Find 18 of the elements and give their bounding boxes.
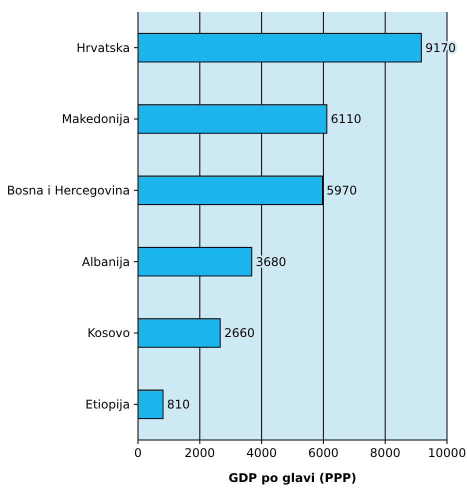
y-tick-label: Makedonija — [62, 112, 130, 126]
data-label: 5970 — [326, 184, 358, 198]
x-tick-label: 4000 — [246, 446, 277, 460]
x-tick-label: 0 — [134, 446, 142, 460]
y-tick-label: Hrvatska — [76, 40, 130, 55]
bar — [138, 390, 164, 420]
y-tick-label: Etiopija — [85, 398, 130, 412]
x-tick-label: 8000 — [370, 446, 400, 460]
x-axis-title: GDP po glavi (PPP) — [228, 471, 357, 485]
data-label: 6110 — [330, 112, 362, 126]
x-tick-label: 2000 — [184, 446, 216, 460]
x-tick-label: 6000 — [308, 446, 339, 460]
x-tick-label: 10000 — [428, 446, 466, 460]
data-label: 2660 — [224, 326, 255, 340]
data-label: 810 — [167, 398, 190, 412]
y-tick-label: Kosovo — [87, 326, 130, 340]
y-tick-label: Albanija — [82, 254, 130, 269]
y-tick-label: Bosna i Hercegovina — [6, 184, 130, 198]
